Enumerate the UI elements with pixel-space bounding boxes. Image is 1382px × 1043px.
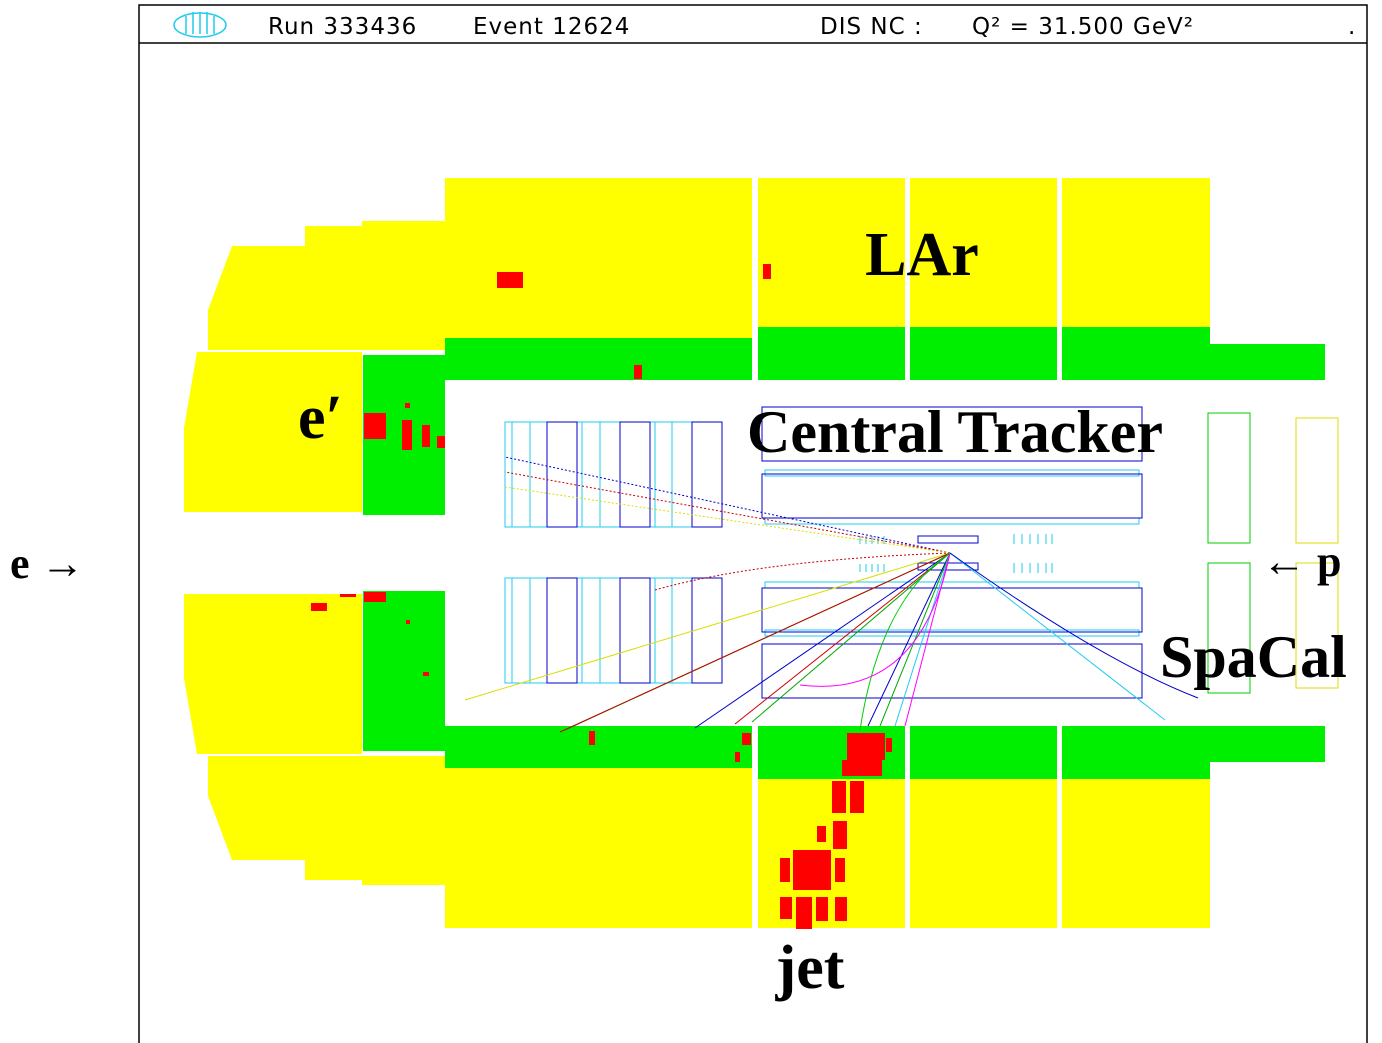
energy-deposits (311, 264, 892, 929)
tracker-label: Central Tracker (747, 399, 1163, 465)
logo (173, 12, 227, 38)
proton-beam-label: ← p (1262, 537, 1341, 586)
q2: Q² = 31.500 GeV² (972, 14, 1194, 40)
calorimeter (184, 178, 1325, 928)
frame (138, 4, 1368, 1043)
electron-beam-label: e → (10, 539, 85, 588)
process: DIS NC : (820, 14, 923, 40)
run-number: Run 333436 (268, 14, 417, 40)
jet-label: jet (775, 934, 845, 1002)
lar-label: LAr (865, 221, 979, 289)
electron-label: e′ (298, 384, 343, 452)
dot: . (1348, 14, 1356, 40)
spacal-label: SpaCal (1160, 624, 1347, 690)
event-number: Event 12624 (473, 14, 630, 40)
tracks (464, 456, 1199, 733)
